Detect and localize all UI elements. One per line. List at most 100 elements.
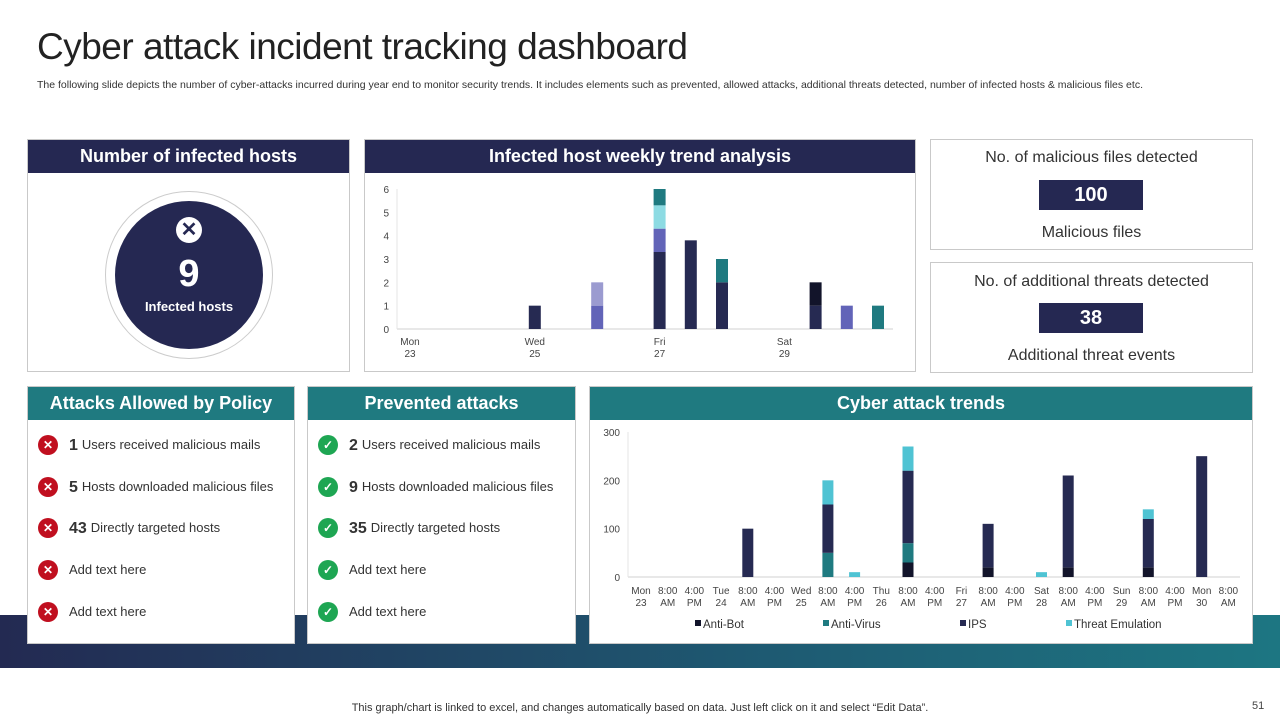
list-item: ✕ 5 Hosts downloaded malicious files [38,476,273,521]
infected-hosts-title: Number of infected hosts [28,140,349,173]
x-tick-label: AM [1221,598,1236,609]
check-circle-icon: ✓ [318,476,338,497]
check-circle-icon: ✓ [318,435,338,455]
bar-segment-series-0 [684,240,697,329]
x-tick-label: 24 [716,598,728,609]
weekly-trend-title: Infected host weekly trend analysis [365,140,915,173]
x-tick-label: AM [1061,598,1076,609]
x-tick-label: Tue [713,586,730,597]
x-tick-label: 4:00 [1085,586,1105,597]
bar-segment-anti-virus [902,543,914,563]
list-item: ✕ Add text here [38,601,273,646]
cyber-attack-trends-title: Cyber attack trends [590,387,1252,420]
prevented-attacks-title: Prevented attacks [308,387,575,420]
x-tick-label: 26 [876,598,888,609]
y-tick-label: 0 [383,325,389,336]
x-tick-label: PM [767,598,782,609]
x-circle-icon: ✕ [38,518,58,539]
item-text: Add text here [69,562,147,578]
x-tick-label: 8:00 [1139,586,1159,597]
x-tick-label: 4:00 [685,586,705,597]
item-number: 43 [69,520,87,538]
check-circle-icon: ✓ [318,518,338,539]
x-tick-label: Mon [631,586,650,597]
x-tick-label: Sat [777,337,792,348]
item-number: 2 [349,437,358,454]
legend-label: Threat Emulation [1074,619,1162,631]
bar-segment-ips [742,528,754,577]
x-tick-label: AM [981,598,996,609]
malicious-files-label: Malicious files [1041,224,1142,241]
bar-segment-series-4 [872,305,884,329]
malicious-files-panel: No. of malicious files detected 100 Mali… [930,139,1253,250]
weekly-trend-panel: Infected host weekly trend analysis [364,139,916,372]
x-tick-label: 28 [1036,598,1048,609]
x-tick-label: 4:00 [925,586,945,597]
x-circle-icon: ✕ [38,560,58,581]
y-tick-label: 0 [614,573,620,584]
x-tick-label: 25 [529,349,541,360]
item-text: Directly targeted hosts [370,520,501,536]
x-tick-label: 8:00 [1219,586,1239,597]
x-tick-label: 30 [1196,598,1208,609]
circle-ring [105,191,273,359]
list-item: ✕ 43 Directly targeted hosts [38,518,273,562]
x-tick-label: 27 [654,349,666,360]
x-tick-label: AM [1141,598,1156,609]
bar-segment-series-0 [528,305,541,329]
x-tick-label: 29 [1116,598,1128,609]
x-tick-label: AM [740,598,755,609]
x-tick-label: 25 [796,598,808,609]
list-item: ✕ Add text here [38,560,273,604]
x-tick-label: Mon [400,337,419,348]
x-tick-label: 8:00 [658,586,678,597]
item-text: Add text here [349,562,427,578]
x-tick-label: Fri [654,337,666,348]
bar-segment-threat-emulation [1036,572,1047,577]
bar-segment-series-4 [653,189,666,206]
legend-swatch [695,620,701,626]
item-text: Add text here [349,603,427,619]
x-tick-label: AM [660,598,675,609]
attacks-allowed-panel: Attacks Allowed by Policy ✕ 1 Users receiv… [27,386,295,644]
y-tick-label: 3 [383,255,389,266]
infected-hosts-circle: ✕ 9 Infected hosts [115,201,263,349]
legend-label: Anti-Virus [831,619,881,631]
page-subtitle: The following slide depicts the number o… [37,79,1143,91]
x-tick-label: PM [847,598,862,609]
y-tick-label: 4 [383,232,389,243]
list-item: ✓ 35 Directly targeted hosts [318,518,553,562]
bar-segment-series-5 [809,282,822,306]
check-circle-icon: ✓ [318,560,338,581]
x-tick-label: PM [1087,598,1102,609]
page-number: 51 [1252,700,1265,712]
x-tick-label: Wed [525,337,545,348]
legend-label: IPS [968,619,987,631]
x-tick-label: 23 [404,349,416,360]
bar-segment-threat-emulation [902,446,914,471]
cyber-attack-trends-panel: Cyber attack trends [589,386,1253,644]
x-circle-icon: ✕ [38,435,58,455]
list-item: ✓ Add text here [318,560,553,604]
x-tick-label: PM [1007,598,1022,609]
x-tick-label: Thu [873,586,890,597]
x-tick-label: 8:00 [738,586,758,597]
bar-segment-series-1 [840,305,853,329]
attacks-allowed-title: Attacks Allowed by Policy [28,387,294,420]
legend-swatch [1066,620,1072,626]
bar-segment-ips [902,470,914,544]
additional-threats-label: Additional threat events [1007,347,1176,364]
prevented-attacks-panel: Prevented attacks ✓ 2 Users received malic… [307,386,576,644]
item-number: 1 [69,437,78,454]
bar-segment-ips [1196,456,1208,577]
bar-segment-series-1 [591,305,604,329]
bar-segment-series-0 [716,282,728,329]
bar-segment-series-3 [653,205,666,229]
additional-threats-value: 38 [1039,303,1143,333]
x-circle-icon: ✕ [38,476,58,497]
bar-segment-ips [982,523,994,568]
bar-segment-series-1 [653,228,666,252]
bar-segment-threat-emulation [1142,509,1154,519]
bar-segment-series-4 [716,259,728,283]
bar-segment-series-0 [653,252,666,329]
